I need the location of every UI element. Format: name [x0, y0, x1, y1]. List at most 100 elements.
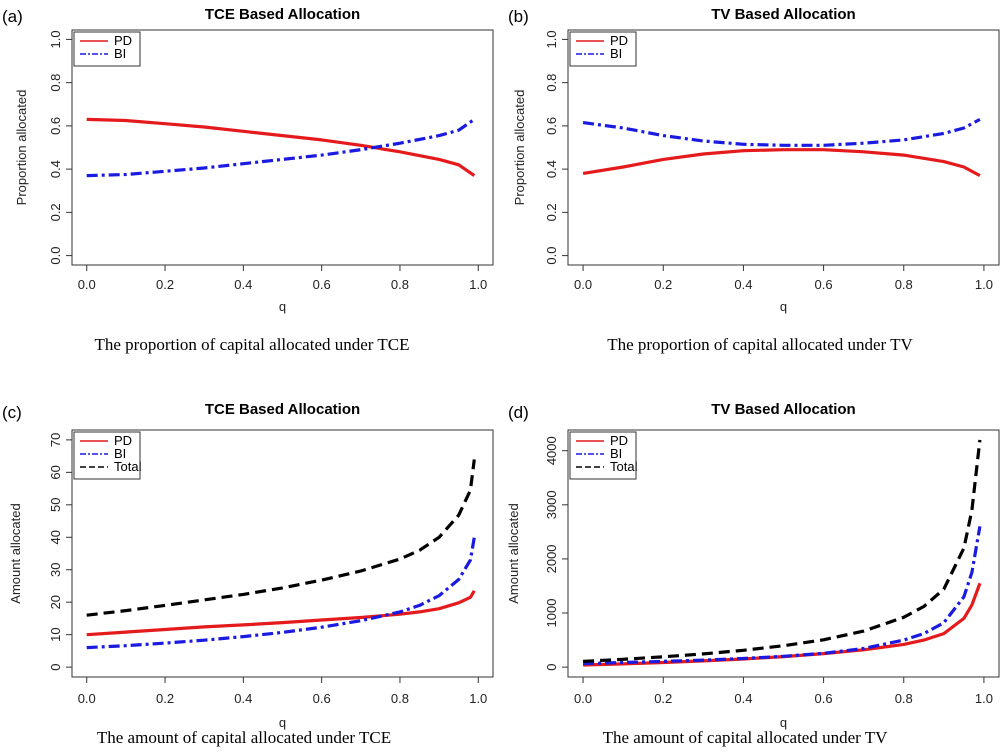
y-tick-label: 30 — [48, 562, 63, 576]
legend-label-bi: BI — [610, 46, 622, 61]
legend-label-bi: BI — [114, 46, 126, 61]
chart-panel-b: (b) TV Based Allocation 0.0 0.2 0.4 0.6 0.8 1.0… — [508, 6, 1000, 354]
x-tick-label: 0.4 — [234, 277, 252, 292]
y-tick-label: 0 — [48, 664, 63, 671]
panel-caption: The amount of capital allocated under TV — [603, 728, 889, 747]
series-line-bi — [86, 118, 476, 178]
y-tick-label: 0.2 — [48, 203, 63, 221]
chart-panel-d: (d) TV Based Allocation 0.0 0.2 0.4 0.6 0.8 1.0… — [506, 401, 1000, 747]
x-tick-label: 1.0 — [975, 277, 993, 292]
x-tick-label: 1.0 — [975, 691, 993, 706]
y-tick-label: 2000 — [544, 544, 559, 573]
legend-label-bi: BI — [114, 446, 126, 461]
x-tick-label: 1.0 — [469, 691, 487, 706]
y-tick-label: 10 — [48, 627, 63, 641]
y-tick-label: 1.0 — [544, 30, 559, 48]
x-tick-label: 0.8 — [391, 277, 409, 292]
y-tick-label: 3000 — [544, 490, 559, 519]
x-tick-label: 0.0 — [574, 277, 592, 292]
legend-box — [73, 431, 141, 480]
y-tick-label: 1.0 — [48, 30, 63, 48]
panel-caption: The amount of capital allocated under TC… — [97, 728, 391, 747]
legend-label-pd: PD — [114, 33, 132, 48]
chart-title: TV Based Allocation — [711, 6, 855, 23]
y-tick-label: 1000 — [544, 599, 559, 628]
series-line-pd — [86, 117, 476, 177]
x-tick-label: 0.6 — [815, 277, 833, 292]
x-tick-label: 0.2 — [654, 691, 672, 706]
x-tick-label: 0.4 — [734, 691, 752, 706]
series-line-pd — [583, 582, 982, 667]
x-tick-label: 0.2 — [156, 277, 174, 292]
x-tick-label: 1.0 — [469, 277, 487, 292]
y-tick-label: 0.8 — [48, 74, 63, 92]
x-tick-label: 0.0 — [78, 691, 96, 706]
series-line-total — [583, 439, 982, 663]
chart-title: TCE Based Allocation — [205, 6, 360, 23]
y-tick-label: 50 — [48, 498, 63, 512]
y-tick-label: 0.6 — [544, 117, 559, 135]
x-tick-label: 0.8 — [391, 691, 409, 706]
x-axis-title: q — [780, 715, 787, 730]
series-line-bi — [583, 526, 982, 666]
y-axis-title: Amount allocated — [8, 503, 23, 603]
y-tick-label: 0.8 — [544, 74, 559, 92]
chart-title: TV Based Allocation — [711, 401, 855, 418]
chart-title: TCE Based Allocation — [205, 401, 360, 418]
panel-label: (b) — [508, 7, 529, 26]
chart-panel-a: (a) TCE Based Allocation 0.0 0.2 0.4 0.6 0.8 1.… — [2, 6, 494, 354]
y-tick-label: 0.4 — [544, 160, 559, 178]
x-tick-label: 0.8 — [895, 691, 913, 706]
y-tick-label: 20 — [48, 595, 63, 609]
x-tick-label: 0.4 — [234, 691, 252, 706]
x-tick-label: 0.4 — [734, 277, 752, 292]
legend-box — [569, 431, 637, 480]
x-tick-label: 0.0 — [574, 691, 592, 706]
x-tick-label: 0.0 — [78, 277, 96, 292]
legend-label-bi: BI — [610, 446, 622, 461]
x-axis-title: q — [279, 715, 286, 730]
x-tick-label: 0.6 — [313, 277, 331, 292]
x-tick-label: 0.2 — [654, 277, 672, 292]
legend-label-pd: PD — [610, 433, 628, 448]
y-tick-label: 0.6 — [48, 117, 63, 135]
y-tick-label: 4000 — [544, 436, 559, 465]
y-axis-title: Proportion allocated — [512, 90, 527, 206]
panel-label: (d) — [508, 403, 529, 422]
legend-label-total: Total — [114, 459, 142, 474]
y-tick-label: 0.2 — [544, 203, 559, 221]
y-tick-label: 0 — [544, 664, 559, 671]
panel-caption: The proportion of capital allocated unde… — [94, 335, 409, 354]
plot-frame — [567, 429, 1000, 678]
x-tick-label: 0.6 — [815, 691, 833, 706]
legend-label-pd: PD — [610, 33, 628, 48]
x-axis-title: q — [279, 299, 286, 314]
y-tick-label: 0.0 — [48, 247, 63, 265]
legend-label-pd: PD — [114, 433, 132, 448]
panel-label: (a) — [2, 7, 23, 26]
legend-label-total: Total — [610, 459, 638, 474]
y-tick-label: 60 — [48, 465, 63, 479]
y-tick-label: 70 — [48, 433, 63, 447]
x-tick-label: 0.2 — [156, 691, 174, 706]
x-axis-title: q — [780, 299, 787, 314]
plot-frame — [71, 429, 494, 678]
x-tick-label: 0.8 — [895, 277, 913, 292]
y-axis-title: Proportion allocated — [14, 90, 29, 206]
plot-frame — [71, 29, 494, 266]
series-line-pd — [582, 148, 981, 178]
series-line-bi — [582, 117, 981, 147]
y-tick-label: 40 — [48, 530, 63, 544]
series-line-total — [86, 459, 476, 617]
legend-box — [73, 31, 141, 67]
y-tick-label: 0.0 — [544, 247, 559, 265]
panel-caption: The proportion of capital allocated unde… — [607, 335, 913, 354]
chart-panel-c: (c) TCE Based Allocation 0.0 0.2 0.4 0.6 0.8 1.… — [2, 401, 494, 747]
x-tick-label: 0.6 — [313, 691, 331, 706]
series-line-bi — [86, 537, 476, 650]
y-axis-title: Amount allocated — [506, 503, 521, 603]
y-tick-label: 0.4 — [48, 160, 63, 178]
legend-box — [569, 31, 637, 67]
panel-label: (c) — [2, 403, 22, 422]
